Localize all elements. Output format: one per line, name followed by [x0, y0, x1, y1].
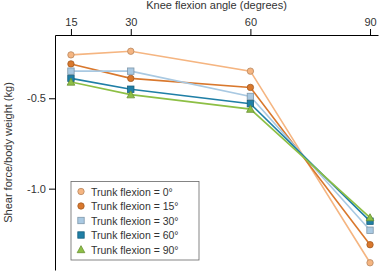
data-point: [247, 105, 255, 112]
data-point: [367, 241, 373, 247]
legend-label: Trunk flexion = 30°: [91, 215, 179, 227]
x-tick-label: 90: [364, 16, 376, 28]
legend-label: Trunk flexion = 60°: [91, 229, 179, 241]
x-tick: 30: [125, 16, 137, 35]
y-tick: -0.5: [27, 92, 55, 104]
data-point: [366, 214, 374, 221]
x-tick: 60: [245, 16, 257, 35]
y-axis: -0.5 -1.0: [27, 36, 55, 271]
x-axis-line: [56, 35, 379, 36]
series-line: [71, 71, 370, 230]
x-tick: 15: [65, 16, 77, 35]
data-point: [68, 61, 74, 67]
x-axis-title: Knee flexion angle (degrees): [146, 0, 287, 11]
legend-label: Trunk flexion = 90°: [91, 244, 179, 256]
x-tick-label: 60: [245, 16, 257, 28]
legend-marker: [78, 232, 84, 238]
x-tick: 90: [364, 16, 376, 35]
x-tick-mark: [131, 29, 132, 35]
data-point: [247, 84, 253, 90]
x-tick-mark: [71, 29, 72, 35]
series-line: [71, 82, 370, 218]
series-line: [71, 78, 370, 221]
y-tick-label: -0.5: [27, 92, 46, 104]
series-line: [71, 64, 370, 245]
data-point: [128, 68, 134, 74]
x-axis: 15 30 60 90: [56, 16, 379, 36]
y-tick-mark: [49, 98, 55, 99]
data-point: [367, 227, 373, 233]
x-tick-label: 30: [125, 16, 137, 28]
legend-label: Trunk flexion = 0°: [91, 186, 173, 198]
x-tick-label: 15: [65, 16, 77, 28]
x-tick-mark: [250, 29, 251, 35]
data-point: [68, 68, 74, 74]
legend-marker: [78, 217, 84, 223]
y-tick: -1.0: [27, 183, 55, 195]
data-point: [127, 91, 135, 98]
legend-marker: [78, 188, 84, 194]
legend: Trunk flexion = 0° Trunk flexion = 15° Tru…: [71, 182, 199, 261]
data-point: [128, 48, 134, 54]
legend-marker: [77, 246, 85, 253]
series-line: [71, 51, 370, 263]
data-point: [247, 68, 253, 74]
legend-box: [71, 182, 199, 261]
plot-area: [67, 48, 374, 266]
data-point: [247, 93, 253, 99]
y-axis-title: Shear force/body weight (kg): [2, 82, 14, 223]
y-tick-label: -1.0: [27, 183, 46, 195]
y-axis-line: [55, 36, 56, 271]
data-point: [367, 260, 373, 266]
data-point: [68, 52, 74, 58]
legend-label: Trunk flexion = 15°: [91, 200, 179, 212]
chart: 15 30 60 90 -0.5 -1.0 Knee flexion angle (degr…: [0, 0, 383, 275]
x-tick-mark: [370, 29, 371, 35]
legend-marker: [78, 203, 84, 209]
data-point: [67, 78, 75, 85]
data-point: [128, 75, 134, 81]
y-tick-mark: [49, 189, 55, 190]
